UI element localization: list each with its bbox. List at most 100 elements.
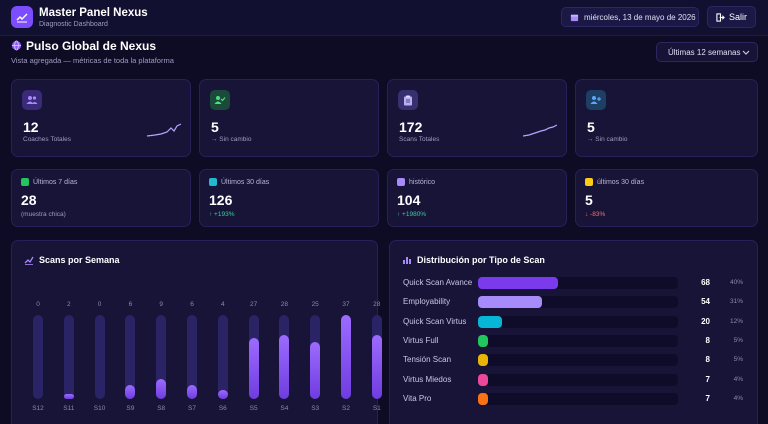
distribution-bar[interactable] (478, 392, 488, 405)
distribution-track (478, 392, 678, 405)
clipboard-icon (398, 90, 418, 110)
bar-category-label: S8 (157, 405, 166, 412)
bar-track (33, 315, 43, 399)
bar[interactable] (248, 337, 259, 399)
user-check-icon (210, 90, 230, 110)
bar-category-label: S5 (249, 405, 258, 412)
bar-track (94, 315, 105, 399)
stat-card-historic: histórico 104 ↑ +1980% (387, 169, 567, 227)
user-add-icon (586, 90, 606, 110)
distribution-label: Vita Pro (403, 393, 432, 403)
distribution-track (478, 373, 678, 386)
sparkline (147, 123, 181, 137)
bar[interactable] (217, 389, 228, 399)
distribution-track (478, 334, 678, 347)
distribution-label: Virtus Miedos (403, 374, 452, 384)
top-bar: Master Panel Nexus Diagnostic Dashboard … (0, 0, 768, 36)
note-icon (585, 178, 593, 186)
bar[interactable] (279, 335, 290, 399)
users-icon (22, 90, 42, 110)
distribution-percent: 4% (733, 394, 743, 402)
kpi-card-scans: 172 Scans Totales (387, 79, 567, 157)
stat-value: 5 (585, 192, 593, 208)
distribution-bar[interactable] (478, 277, 558, 289)
distribution-bar[interactable] (478, 373, 488, 386)
distribution-bar[interactable] (478, 334, 488, 347)
user-plus-icon (397, 178, 405, 186)
kpi-value: 12 (23, 119, 39, 135)
distribution-count: 8 (705, 335, 710, 345)
page-title: Pulso Global de Nexus (26, 39, 157, 53)
kpi-card-coaches: 12 Coaches Totales (11, 79, 191, 157)
bar-track (187, 315, 197, 399)
bar-category-label: S10 (93, 405, 106, 412)
distribution-bar[interactable] (478, 354, 488, 367)
distribution-percent: 4% (733, 375, 743, 383)
bar-track (125, 315, 136, 399)
bar[interactable] (63, 394, 74, 399)
distribution-track (478, 315, 678, 328)
distribution-bar[interactable] (478, 296, 542, 309)
range-select[interactable]: Últimas 12 semanas (656, 42, 758, 62)
bar-value-label: 0 (97, 301, 102, 308)
bar-value-label: 27 (249, 301, 258, 308)
distribution-title: Distribución por Tipo de Scan (402, 255, 545, 265)
distribution-track (478, 296, 678, 309)
calendar-icon (209, 178, 217, 186)
kpi-value: 172 (399, 119, 423, 135)
stat-header: Últimos 30 días (221, 178, 270, 186)
distribution-count: 7 (705, 374, 710, 384)
bar-track (63, 315, 74, 399)
bar-category-label: S1 (372, 405, 381, 412)
bar[interactable] (341, 315, 351, 399)
bar-value-label: 28 (373, 301, 381, 308)
bar-category-label: S7 (188, 405, 196, 412)
stat-value: 28 (21, 192, 37, 208)
distribution-track (478, 354, 678, 367)
bar[interactable] (156, 378, 167, 399)
distribution-count: 7 (705, 393, 710, 403)
bar[interactable] (187, 385, 197, 399)
stat-value: 126 (209, 192, 233, 208)
bar-category-label: S6 (218, 405, 227, 412)
stat-card-30d: Últimos 30 días 126 ↑ +193% (199, 169, 379, 227)
bar[interactable] (125, 385, 136, 399)
distribution-percent: 12% (729, 317, 743, 325)
app-logo-icon (11, 6, 33, 28)
chevron-down-icon (742, 50, 750, 55)
distribution-label: Employability (403, 297, 451, 307)
distribution-percent: 31% (729, 298, 743, 306)
bar-value-label: 2 (66, 301, 71, 308)
bar-category-label: S2 (342, 405, 350, 412)
app-subtitle: Diagnostic Dashboard (39, 21, 108, 28)
range-select-value: Últimas 12 semanas (668, 47, 741, 57)
date-text: miércoles, 13 de mayo de 2026 (584, 12, 696, 22)
stat-note: (muestra chica) (21, 211, 66, 218)
chart-icon (21, 178, 29, 186)
bar-value-label: 37 (342, 301, 350, 308)
distribution-count: 20 (701, 316, 710, 326)
bar-value-label: 6 (190, 301, 194, 308)
logout-button[interactable]: Salir (707, 6, 756, 28)
kpi-card-active: 5 → Sin cambio (199, 79, 379, 157)
distribution-label: Quick Scan Avance (403, 278, 473, 287)
bar-category-label: S11 (63, 405, 75, 412)
bar-track (217, 315, 228, 399)
sparkline (523, 124, 557, 137)
distribution-count: 54 (701, 297, 710, 307)
distribution-count: 8 (705, 355, 710, 365)
bar-track (156, 315, 167, 399)
bar[interactable] (310, 342, 321, 399)
distribution-count: 68 (701, 278, 710, 287)
bar-category-label: S4 (280, 405, 289, 412)
bar-chart-icon (403, 257, 411, 264)
distribution-panel: Distribución por Tipo de Scan Quick Scan… (389, 240, 758, 424)
stat-header: últimos 30 días (597, 178, 645, 186)
bar-value-label: 25 (311, 301, 319, 308)
bar[interactable] (371, 335, 382, 399)
stat-card-7d: Últimos 7 días 28 (muestra chica) (11, 169, 191, 227)
kpi-label: → Sin cambio (587, 136, 628, 143)
distribution-bar[interactable] (478, 315, 502, 328)
stat-card-30d-b: últimos 30 días 5 ↓ -83% (575, 169, 758, 227)
stat-change: ↓ -83% (585, 211, 606, 218)
